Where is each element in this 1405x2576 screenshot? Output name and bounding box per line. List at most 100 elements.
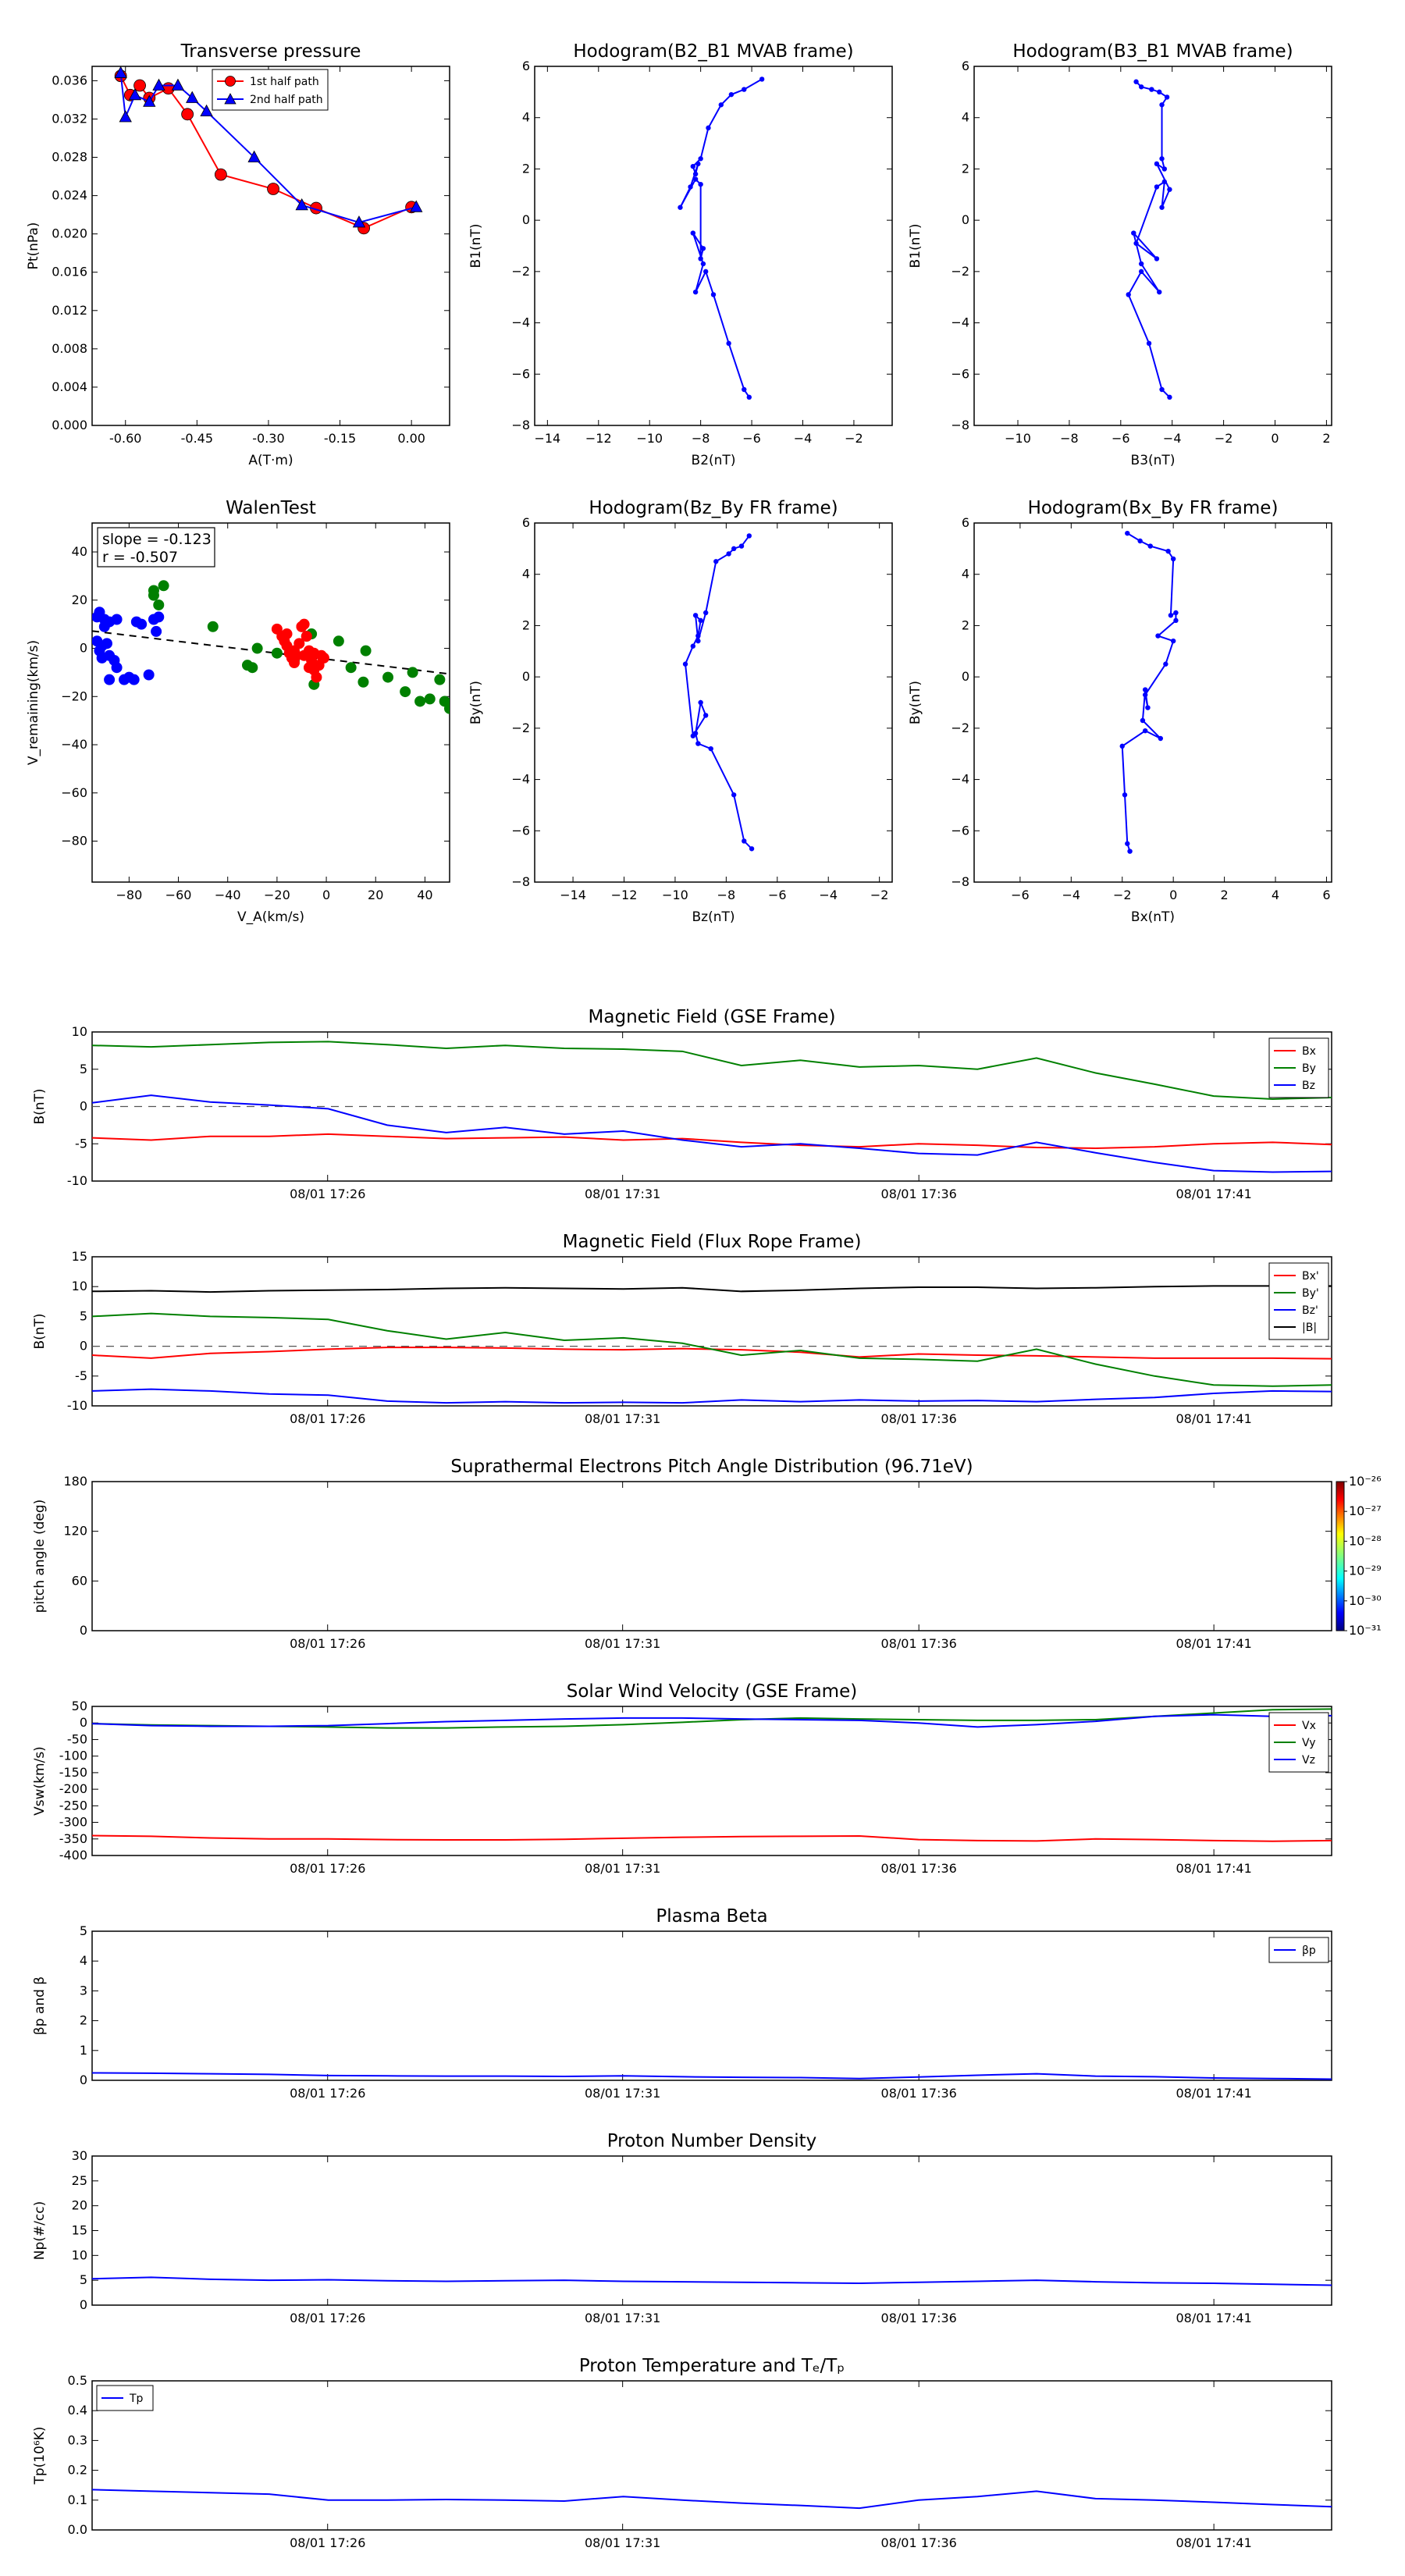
hodo3-ylabel: By(nT) xyxy=(468,681,484,724)
hodo2-ytick-label: 0 xyxy=(962,212,969,227)
hodo1-point xyxy=(690,230,696,236)
tp-ytick-label: 0.016 xyxy=(52,265,87,279)
hodo4-ytick-label: 4 xyxy=(962,567,969,582)
pad-panel: Suprathermal Electrons Pitch Angle Distr… xyxy=(32,1457,1382,1651)
np-ytick-label: 10 xyxy=(72,2247,87,2262)
hodo2-xtick-label: 2 xyxy=(1322,431,1330,446)
tp-legend-marker xyxy=(225,76,236,87)
hodo4-xtick-label: 4 xyxy=(1272,888,1279,902)
hodo1-point xyxy=(710,292,717,297)
hodo1-point xyxy=(742,87,747,92)
mag_fr-legend-label: By' xyxy=(1302,1287,1319,1300)
walen-xlabel: V_A(km/s) xyxy=(237,909,304,925)
np-ytick-label: 15 xyxy=(72,2223,87,2238)
hodo4-point xyxy=(1147,543,1153,549)
tp-triangle-point xyxy=(128,87,142,101)
walen-point xyxy=(247,662,258,674)
hodo3-point xyxy=(698,617,703,624)
walen-point xyxy=(357,676,369,688)
tp-plot-area xyxy=(114,66,423,235)
hodo3-ytick-label: −6 xyxy=(511,823,530,838)
hodo2-point xyxy=(1161,179,1168,185)
hodo2-xtick-label: −4 xyxy=(1163,431,1182,446)
hodo2-point xyxy=(1133,79,1139,84)
mag_gse-xtick-label: 08/01 17:31 xyxy=(585,1187,660,1201)
tp-circle-point xyxy=(267,183,279,195)
pad-xtick-label: 08/01 17:26 xyxy=(290,1636,365,1651)
hodo2-xtick-label: −6 xyxy=(1112,431,1130,446)
hodo1-ytick-label: 4 xyxy=(522,110,530,125)
hodo4-frame xyxy=(973,522,1332,883)
hodo3-frame xyxy=(534,522,893,883)
walen-point xyxy=(444,703,450,714)
walen-point xyxy=(360,645,372,656)
hodo2-point xyxy=(1159,386,1165,393)
colorbar-tick-label: 10⁻²⁹ xyxy=(1349,1564,1382,1578)
beta-title: Plasma Beta xyxy=(656,1906,767,1927)
hodo2-xtick-label: −2 xyxy=(1215,431,1233,446)
np-series-0-line xyxy=(91,2276,1332,2286)
hodo1-ytick-label: −8 xyxy=(511,418,530,432)
vsw-ytick-label: -250 xyxy=(59,1798,87,1813)
walen-point xyxy=(434,674,446,685)
hodo3-ytick-label: −2 xyxy=(511,720,530,735)
tp-triangle-point xyxy=(143,94,156,107)
tp_temp-frame xyxy=(91,2380,1332,2531)
hodo2-point xyxy=(1157,89,1162,95)
walen-xtick-label: −20 xyxy=(264,888,290,902)
hodo4-point xyxy=(1173,610,1179,616)
hodo2-ytick-label: 2 xyxy=(962,161,969,176)
walen-ytick-label: 40 xyxy=(72,544,87,559)
mag_gse-series-2-line xyxy=(91,1094,1332,1173)
tp_temp-title: Proton Temperature and Tₑ/Tₚ xyxy=(579,2356,845,2376)
tp-legend-label: 1st half path xyxy=(250,76,319,88)
hodo2-ytick-label: −6 xyxy=(951,366,969,381)
hodo3-plot-area xyxy=(682,533,755,852)
pad-xtick-label: 08/01 17:41 xyxy=(1176,1636,1251,1651)
hodo1-point xyxy=(718,102,724,108)
np-title: Proton Number Density xyxy=(607,2131,817,2151)
hodo4-point xyxy=(1137,538,1143,544)
hodo2-xtick-label: −8 xyxy=(1060,431,1079,446)
hodo4-point xyxy=(1170,556,1176,562)
tp-circle-point xyxy=(162,82,175,95)
beta-ytick-label: 4 xyxy=(80,1953,87,1968)
walen-point xyxy=(311,671,322,683)
hodo2-ytick-label: −4 xyxy=(951,315,969,330)
tp-triangle-point xyxy=(352,215,366,228)
tp_temp-ylabel: Tp(10⁶K) xyxy=(32,2426,48,2485)
vsw-title: Solar Wind Velocity (GSE Frame) xyxy=(567,1681,857,1702)
hodo4-point xyxy=(1165,548,1171,554)
tp-triangle-point xyxy=(410,200,423,212)
tp_temp-legend-label: Tp xyxy=(129,2393,144,2405)
beta-ytick-label: 1 xyxy=(80,2043,87,2058)
beta-xtick-label: 08/01 17:26 xyxy=(290,2086,365,2101)
walen-ytick-label: −80 xyxy=(61,834,87,849)
hodo3-point xyxy=(695,638,701,644)
mag_gse-ytick-label: 10 xyxy=(72,1024,87,1039)
hodo4-point xyxy=(1125,530,1130,536)
hodo4-plot-area xyxy=(1119,530,1179,854)
hodo3-xtick-label: −2 xyxy=(870,888,889,902)
hodo4-point xyxy=(1125,841,1130,846)
tp-ylabel: Pt(nPa) xyxy=(26,222,41,270)
hodo3-point xyxy=(708,745,713,752)
walen-point xyxy=(130,616,142,628)
vsw-series-0-line xyxy=(91,1834,1332,1842)
walen-point xyxy=(151,625,162,637)
hodo4-series-0-line xyxy=(1121,532,1177,852)
walen-point xyxy=(96,652,108,664)
hodo4-point xyxy=(1168,613,1174,618)
hodo1-xlabel: B2(nT) xyxy=(692,453,736,468)
walen-point xyxy=(207,621,219,632)
np-ytick-label: 5 xyxy=(80,2272,87,2287)
tp-xtick-label: -0.30 xyxy=(252,431,284,446)
beta-panel: Plasma Beta 08/01 17:26 08/01 17:31 08/01 1… xyxy=(32,1906,1332,2101)
hodo2-point xyxy=(1159,205,1165,210)
vsw-xtick-label: 08/01 17:31 xyxy=(585,1861,660,1876)
walen-point xyxy=(111,614,123,625)
hodo1-plot-area xyxy=(678,76,765,400)
tp_temp-ytick-label: 0.2 xyxy=(68,2463,87,2478)
hodo3-panel: Hodogram(Bz_By FR frame) −14 −12 −10 −8 −6 −4 −… xyxy=(468,498,893,925)
tp_temp-xtick-label: 08/01 17:26 xyxy=(290,2535,365,2550)
